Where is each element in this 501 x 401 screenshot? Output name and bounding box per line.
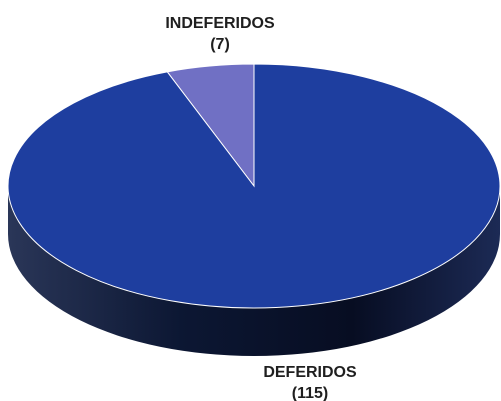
pie-slice-deferidos bbox=[7, 63, 501, 309]
pie-side-wall-shape bbox=[8, 186, 500, 356]
slice-label-indeferidos: INDEFERIDOS bbox=[165, 15, 275, 32]
pie-side-wall bbox=[8, 186, 500, 356]
slice-label-deferidos: DEFERIDOS bbox=[263, 364, 357, 381]
slice-value-deferidos: (115) bbox=[292, 385, 328, 401]
pie-slices bbox=[7, 63, 501, 309]
slice-value-indeferidos: (7) bbox=[210, 36, 230, 53]
pie-labels: INDEFERIDOS (7) DEFERIDOS (115) bbox=[165, 15, 357, 401]
